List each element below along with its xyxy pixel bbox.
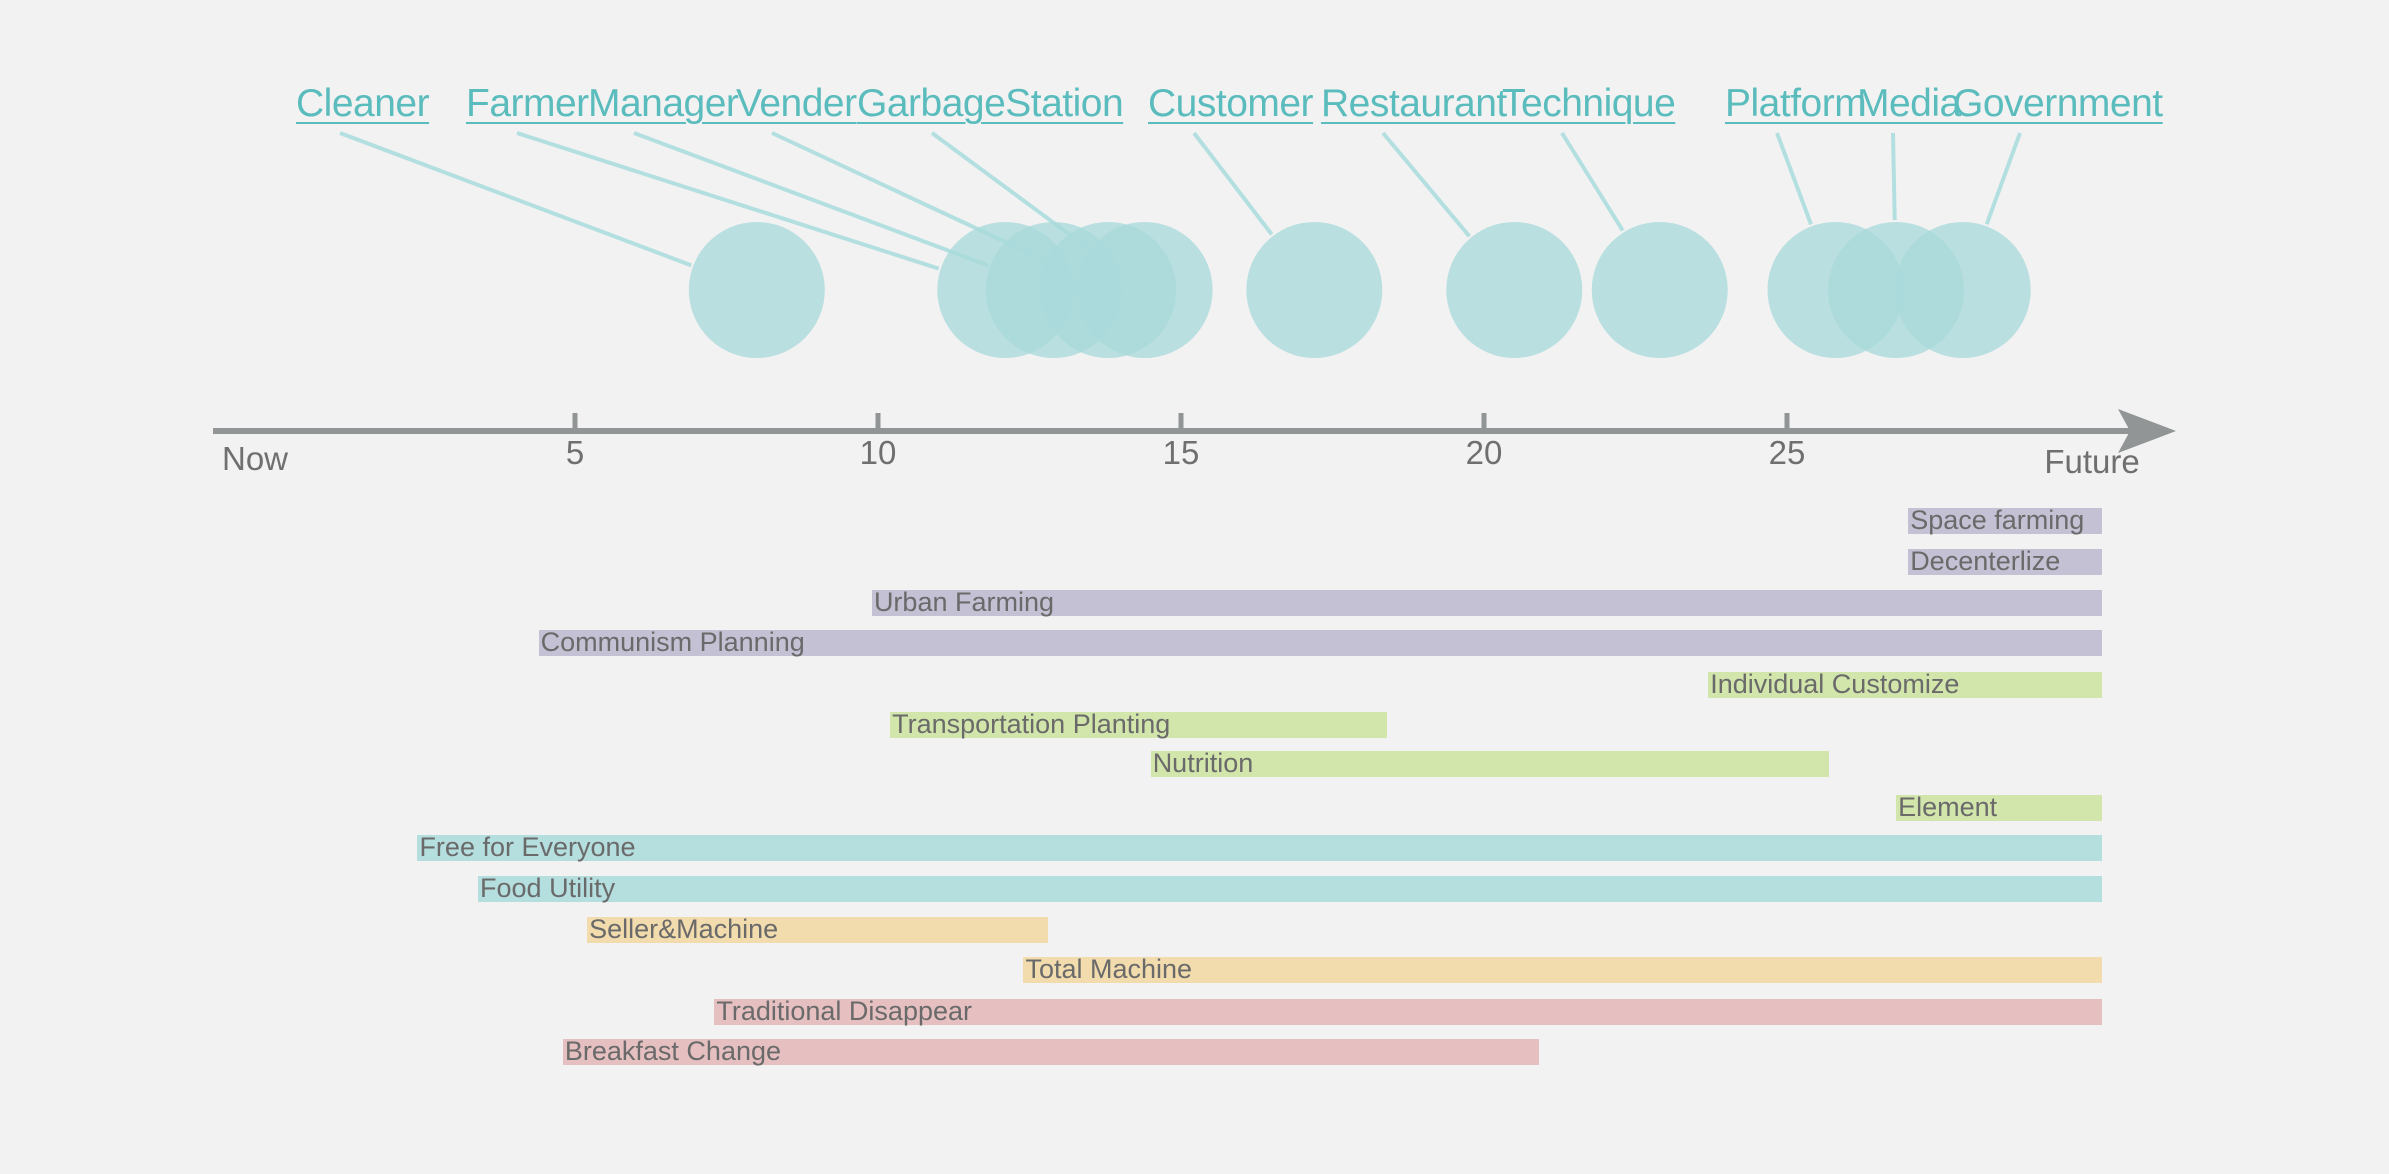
timeline-arrowhead-icon: [2118, 409, 2176, 453]
timeline-bar-communism-planning: Communism Planning: [538, 627, 2103, 657]
timeline-bar-label: Breakfast Change: [564, 1036, 782, 1066]
leader-line-customer: [1192, 131, 1274, 236]
stakeholder-link-platform[interactable]: Platform: [1725, 82, 1867, 125]
stakeholder-circle-restaurant: [1446, 222, 1583, 358]
timeline-bar-traditional-disappear: Traditional Disappear: [714, 996, 2103, 1026]
timeline-bar-food-utility: Food Utility: [478, 873, 2103, 903]
timeline-bar-label: Space farming: [1910, 505, 2085, 535]
timeline-bar-individual-customize: Individual Customize: [1708, 669, 2103, 699]
leader-line-manager: [633, 131, 989, 268]
timeline-bar-free-for-everyone: Free for Everyone: [417, 832, 2103, 862]
stakeholder-circle-customer: [1246, 222, 1383, 358]
stakeholder-circle-cleaner: [688, 222, 825, 358]
leader-line-farmer: [516, 131, 940, 271]
axis-tick-label-20: 20: [1465, 434, 1503, 471]
leader-line-government: [1984, 132, 2022, 225]
timeline-bar-label: Urban Farming: [873, 587, 1054, 617]
stakeholder-link-restaurant[interactable]: Restaurant: [1321, 82, 1507, 125]
stakeholder-link-government[interactable]: Government: [1953, 82, 2163, 125]
timeline-bar-element: Element: [1896, 792, 2103, 822]
timeline-bar-label: Seller&Machine: [589, 914, 779, 944]
axis-start-label: Now: [221, 440, 289, 477]
timeline-bar-breakfast-change: Breakfast Change: [562, 1036, 1539, 1066]
stakeholder-link-manager[interactable]: Manager: [588, 82, 739, 125]
timeline-bar-space-farming: Space farming: [1908, 505, 2103, 535]
stakeholder-link-customer[interactable]: Customer: [1148, 82, 1314, 125]
stakeholder-link-farmer[interactable]: Farmer: [466, 82, 589, 125]
timeline-bar-label: Element: [1898, 792, 1998, 822]
leader-line-technique: [1560, 131, 1625, 232]
timeline-bar-label: Nutrition: [1152, 748, 1254, 778]
axis-tick-label-15: 15: [1162, 434, 1200, 471]
stakeholder-link-technique[interactable]: Technique: [1502, 82, 1676, 125]
timeline-bar-urban-farming: Urban Farming: [871, 587, 2103, 617]
timeline-bar-label: Free for Everyone: [419, 832, 636, 862]
timeline-bar-label: Traditional Disappear: [716, 996, 973, 1026]
timeline-bar-label: Total Machine: [1025, 954, 1193, 984]
timeline-bar-label: Food Utility: [480, 873, 616, 903]
timeline-bar-label: Transportation Planting: [892, 709, 1171, 739]
leader-line-cleaner: [339, 131, 692, 268]
timeline-bar-decenterlize: Decenterlize: [1908, 546, 2103, 576]
timeline-bar-seller-machine: Seller&Machine: [587, 914, 1048, 944]
axis-tick-label-25: 25: [1768, 434, 1806, 471]
timeline-bar-total-machine: Total Machine: [1023, 954, 2103, 984]
stakeholder-link-media[interactable]: Media: [1857, 82, 1961, 125]
timeline-bar-label: Communism Planning: [540, 627, 805, 657]
timeline-bar-label: Decenterlize: [1910, 546, 2061, 576]
timeline-bar-nutrition: Nutrition: [1150, 748, 1830, 778]
stakeholder-circle-garbagestation: [1076, 222, 1213, 358]
leader-line-platform: [1775, 132, 1813, 226]
stakeholder-link-cleaner[interactable]: Cleaner: [296, 82, 430, 125]
stakeholder-link-garbagestation[interactable]: GarbageStation: [857, 82, 1124, 125]
axis-end-label: Future: [2044, 443, 2140, 480]
stakeholder-circle-technique: [1591, 222, 1728, 358]
timeline-bar-transportation-planting: Transportation Planting: [890, 709, 1388, 739]
stakeholder-link-vender[interactable]: Vender: [736, 82, 857, 125]
stakeholder-circle-government: [1894, 222, 2031, 358]
axis-tick-label-5: 5: [565, 434, 585, 471]
leader-line-media: [1891, 132, 1897, 221]
leader-line-restaurant: [1381, 131, 1471, 238]
timeline-bar-label: Individual Customize: [1710, 669, 1960, 699]
axis-tick-label-10: 10: [859, 434, 897, 471]
